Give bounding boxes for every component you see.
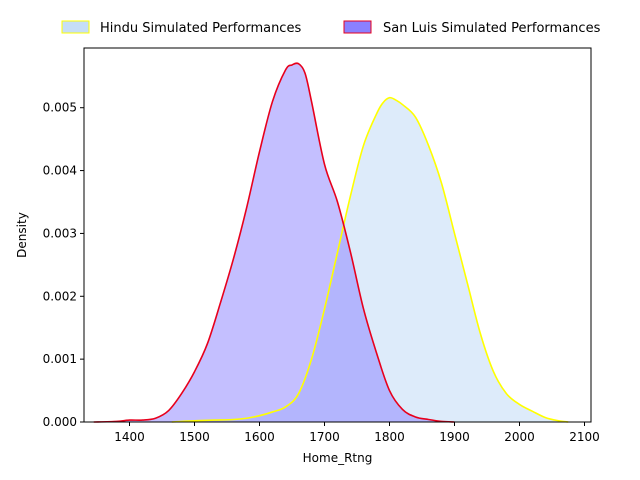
- density-area-san-luis: [93, 63, 455, 422]
- y-axis-label: Density: [15, 212, 29, 258]
- y-tick-label: 0.001: [43, 352, 77, 366]
- density-area-hindu: [171, 97, 569, 423]
- y-tick-label: 0.003: [43, 226, 77, 240]
- legend: Hindu Simulated Performances San Luis Si…: [61, 20, 601, 36]
- legend-label-hindu: Hindu Simulated Performances: [100, 21, 301, 36]
- plot-frame: [83, 47, 592, 423]
- y-axis: 0.000 0.001 0.002 0.003 0.004 0.005: [43, 101, 84, 429]
- density-line-hindu: [171, 96, 569, 423]
- x-tick-label: 1400: [114, 430, 145, 444]
- x-tick-label: 2100: [569, 430, 600, 444]
- x-tick-label: 1500: [179, 430, 210, 444]
- x-axis: 1400 1500 1600 1700 1800 1900 2000 2100: [114, 422, 600, 444]
- x-tick-label: 1700: [309, 430, 340, 444]
- y-tick-label: 0.002: [43, 289, 77, 303]
- series-layer: [93, 62, 569, 423]
- x-tick-label: 1600: [244, 430, 275, 444]
- density-line-san-luis: [93, 62, 455, 423]
- x-tick-label: 2000: [504, 430, 535, 444]
- y-tick-label: 0.000: [43, 415, 77, 429]
- legend-swatch-hindu: [61, 20, 90, 34]
- x-tick-label: 1800: [374, 430, 405, 444]
- legend-label-san-luis: San Luis Simulated Performances: [383, 21, 601, 36]
- x-tick-label: 1900: [439, 430, 470, 444]
- y-tick-label: 0.005: [43, 101, 77, 115]
- x-axis-label: Home_Rtng: [303, 451, 373, 465]
- legend-swatch-san-luis: [343, 20, 372, 34]
- y-tick-label: 0.004: [43, 164, 77, 178]
